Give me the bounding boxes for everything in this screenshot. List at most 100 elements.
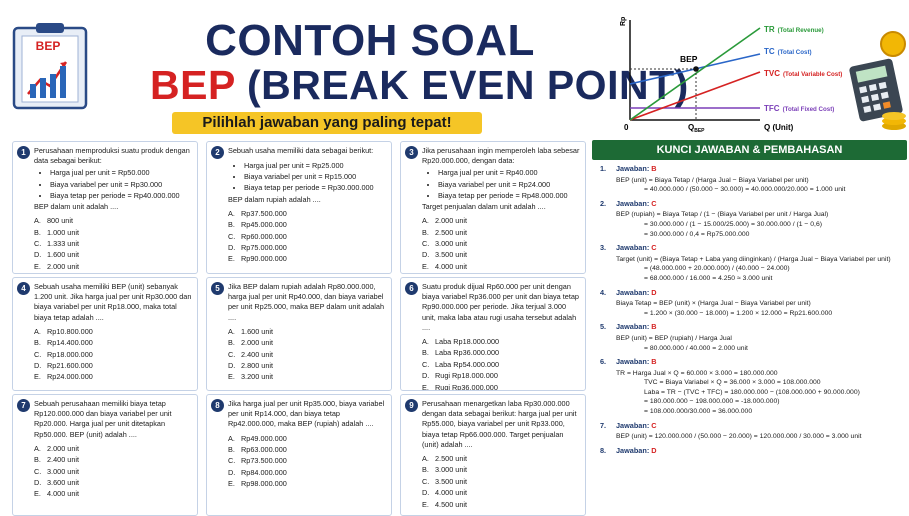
question-card: 2 Sebuah usaha memiliki data sebagai beri… bbox=[206, 141, 392, 274]
question-head: 4 Sebuah usaha memiliki BEP (unit) sebany… bbox=[13, 282, 197, 323]
option: D. 1.600 unit bbox=[34, 250, 197, 261]
option-text: 3.600 unit bbox=[47, 477, 80, 487]
answer-label: Jawaban: bbox=[616, 420, 650, 430]
answer-line: = 80.000.000 / 40.000 = 2.000 unit bbox=[644, 344, 748, 352]
x-axis-label: Q (Unit) bbox=[764, 123, 794, 132]
answer-number: 1. bbox=[600, 164, 607, 173]
question-bullets: Harga jual per unit = Rp40.000 Biaya vari… bbox=[429, 168, 585, 201]
option: B. 2.400 unit bbox=[34, 455, 197, 466]
option: D. 3.600 unit bbox=[34, 478, 197, 489]
option-letter: B. bbox=[422, 227, 429, 237]
options: A. Rp10.800.000 B. Rp14.400.000 C. Rp18.000.0… bbox=[13, 327, 197, 384]
question-text: Suatu produk dijual Rp60.000 per unit de… bbox=[422, 282, 579, 332]
line-label-desc: (Total Revenue) bbox=[778, 27, 824, 34]
answer-head: 1. Jawaban: B bbox=[600, 164, 907, 174]
option-letter: D. bbox=[34, 360, 42, 370]
question-bullet: Biaya variabel per unit = Rp15.000 bbox=[244, 172, 391, 182]
origin-label: 0 bbox=[624, 123, 629, 132]
answer-head: 5. Jawaban: B bbox=[600, 322, 907, 332]
question-head: 2 Sebuah usaha memiliki data sebagai beri… bbox=[207, 146, 391, 159]
option: E. 4.000 unit bbox=[34, 489, 197, 500]
option-letter: E. bbox=[34, 489, 41, 499]
option-text: 2.500 unit bbox=[435, 227, 468, 237]
answer-line: BEP (unit) = 120.000.000 / (50.000 − 20.… bbox=[616, 433, 862, 441]
question-text: Sebuah usaha memiliki data sebagai berik… bbox=[228, 146, 374, 155]
question-card: 5 Jika BEP dalam rupiah adalah Rp80.000.0… bbox=[206, 277, 392, 391]
option-letter: D. bbox=[34, 477, 42, 487]
option: C. Rp73.500.000 bbox=[228, 456, 391, 467]
option-text: Laba Rp54.000.000 bbox=[435, 359, 500, 369]
option: E. Rugi Rp36.000.000 bbox=[422, 382, 585, 391]
answer-label: Jawaban: bbox=[616, 322, 650, 332]
option: A. 1.600 unit bbox=[228, 327, 391, 338]
answer-line: = 1.200 × (30.000 − 18.000) = 1.200 × 12… bbox=[644, 309, 833, 317]
question-text: Perusahaan memproduksi suatu produk deng… bbox=[34, 146, 190, 166]
bep-diagram: BEP Rp 0 QBEP Q (Unit) TR (Total Revenue)… bbox=[620, 17, 842, 134]
option: C. 3.500 unit bbox=[422, 477, 585, 488]
answer-number: 7. bbox=[600, 420, 607, 430]
option: E. 3.200 unit bbox=[228, 372, 391, 383]
option: B. 2.000 unit bbox=[228, 338, 391, 349]
option: A. Laba Rp18.000.000 bbox=[422, 337, 585, 348]
option-text: Rugi Rp18.000.000 bbox=[435, 371, 498, 381]
answer-line: TVC = Biaya Variabel × Q = 36.000 × 3.00… bbox=[644, 379, 821, 387]
icon-label: BEP bbox=[36, 39, 61, 53]
option: C. 2.400 unit bbox=[228, 350, 391, 361]
question-text: Jika harga jual per unit Rp35.000, biaya… bbox=[228, 399, 385, 429]
bep-point bbox=[693, 66, 699, 72]
line-label-desc: (Total Cost) bbox=[778, 49, 812, 56]
question-bullet: Biaya variabel per unit = Rp24.000 bbox=[438, 180, 585, 190]
option: B. 3.000 unit bbox=[422, 465, 585, 476]
option-text: 3.000 unit bbox=[435, 239, 468, 248]
answer-line: TR = Harga Jual × Q = 60.000 × 3.000 = 1… bbox=[616, 369, 778, 377]
question-head: 1 Perusahaan memproduksi suatu produk den… bbox=[13, 146, 197, 166]
answer-number: 6. bbox=[600, 357, 607, 367]
subtitle-banner: Pilihlah jawaban yang paling tepat! bbox=[172, 112, 482, 134]
option-text: 3.500 unit bbox=[435, 476, 468, 486]
option-letter: B. bbox=[422, 348, 429, 358]
option-letter: C. bbox=[34, 466, 42, 476]
option-letter: D. bbox=[228, 360, 236, 370]
option-text: 4.000 unit bbox=[435, 261, 468, 271]
option-text: 800 unit bbox=[47, 216, 73, 226]
option-text: 2.000 unit bbox=[435, 216, 468, 226]
answer-head: 2. Jawaban: C bbox=[600, 199, 907, 209]
question-head: 7 Sebuah perusahaan memiliki biaya tetap … bbox=[13, 399, 197, 440]
option-letter: D. bbox=[228, 467, 236, 477]
title-line-1: CONTOH SOAL bbox=[205, 16, 535, 65]
line-label-name: TFC bbox=[764, 104, 780, 113]
question-number: 2 bbox=[211, 146, 224, 159]
clipboard-icon: BEP bbox=[12, 23, 88, 110]
option-letter: C. bbox=[228, 231, 236, 241]
answer-key-items: 1. Jawaban: B BEP (unit) = Biaya Tetap / (… bbox=[592, 164, 907, 455]
option-text: Rp10.800.000 bbox=[47, 326, 93, 336]
question-text: Sebuah usaha memiliki BEP (unit) sebanya… bbox=[34, 282, 192, 322]
answer-number: 5. bbox=[600, 322, 607, 332]
option-text: Rugi Rp36.000.000 bbox=[435, 382, 498, 391]
options: A. 800 unit B. 1.000 unit C. 1.333 unit D. 1.60… bbox=[13, 216, 197, 273]
question-number: 5 bbox=[211, 282, 224, 295]
question-card: 6 Suatu produk dijual Rp60.000 per unit d… bbox=[400, 277, 586, 391]
option-text: 2.500 unit bbox=[435, 454, 468, 464]
option-letter: E. bbox=[228, 254, 235, 264]
option: A. Rp10.800.000 bbox=[34, 327, 197, 338]
question-number: 1 bbox=[17, 146, 30, 159]
bep-label: BEP bbox=[680, 54, 698, 64]
answer-head: 8. Jawaban: D bbox=[600, 446, 907, 456]
option-letter: C. bbox=[422, 239, 430, 248]
option-letter: A. bbox=[34, 443, 41, 453]
answer-head: 3. Jawaban: C bbox=[600, 243, 907, 253]
option-text: 1.333 unit bbox=[47, 239, 80, 248]
option-letter: D. bbox=[422, 371, 430, 381]
option: B. Rp45.000.000 bbox=[228, 220, 391, 231]
option: E. 2.000 unit bbox=[34, 262, 197, 273]
option-text: 2.000 unit bbox=[47, 443, 80, 453]
line-label: TFC (Total Fixed Cost) bbox=[764, 104, 834, 113]
answer-number: 4. bbox=[600, 287, 607, 297]
option-letter: C. bbox=[422, 476, 430, 486]
question-text: Jika perusahaan ingin memperoleh laba se… bbox=[422, 146, 580, 166]
option: B. 2.500 unit bbox=[422, 228, 585, 239]
option-text: Rp60.000.000 bbox=[241, 231, 287, 241]
question-text: Perusahaan menargetkan laba Rp30.000.000… bbox=[422, 399, 577, 449]
option-text: Rp37.500.000 bbox=[241, 208, 287, 218]
